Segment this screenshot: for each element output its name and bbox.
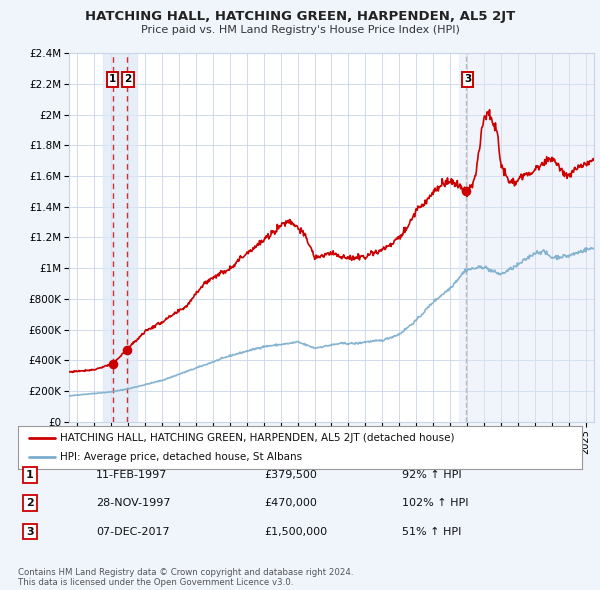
Text: 28-NOV-1997: 28-NOV-1997: [96, 499, 170, 508]
Text: £470,000: £470,000: [264, 499, 317, 508]
Text: 51% ↑ HPI: 51% ↑ HPI: [402, 527, 461, 536]
Point: [122, 345, 132, 355]
Bar: [103, 53, 137, 422]
Bar: [458, 53, 594, 422]
Text: £1,500,000: £1,500,000: [264, 527, 327, 536]
Text: HATCHING HALL, HATCHING GREEN, HARPENDEN, AL5 2JT: HATCHING HALL, HATCHING GREEN, HARPENDEN…: [85, 10, 515, 23]
Text: 1: 1: [26, 470, 34, 480]
Text: 2: 2: [26, 499, 34, 508]
Text: 07-DEC-2017: 07-DEC-2017: [96, 527, 170, 536]
Text: 92% ↑ HPI: 92% ↑ HPI: [402, 470, 461, 480]
Text: 11-FEB-1997: 11-FEB-1997: [96, 470, 167, 480]
Text: 1: 1: [109, 74, 116, 84]
Text: HPI: Average price, detached house, St Albans: HPI: Average price, detached house, St A…: [60, 453, 302, 463]
Point: [109, 359, 118, 368]
Text: 3: 3: [464, 74, 471, 84]
Text: £379,500: £379,500: [264, 470, 317, 480]
Point: [461, 186, 470, 196]
Text: Contains HM Land Registry data © Crown copyright and database right 2024.
This d: Contains HM Land Registry data © Crown c…: [18, 568, 353, 587]
Text: 2: 2: [124, 74, 131, 84]
Text: Price paid vs. HM Land Registry's House Price Index (HPI): Price paid vs. HM Land Registry's House …: [140, 25, 460, 35]
Text: 3: 3: [26, 527, 34, 536]
Text: 102% ↑ HPI: 102% ↑ HPI: [402, 499, 469, 508]
Text: HATCHING HALL, HATCHING GREEN, HARPENDEN, AL5 2JT (detached house): HATCHING HALL, HATCHING GREEN, HARPENDEN…: [60, 432, 455, 442]
